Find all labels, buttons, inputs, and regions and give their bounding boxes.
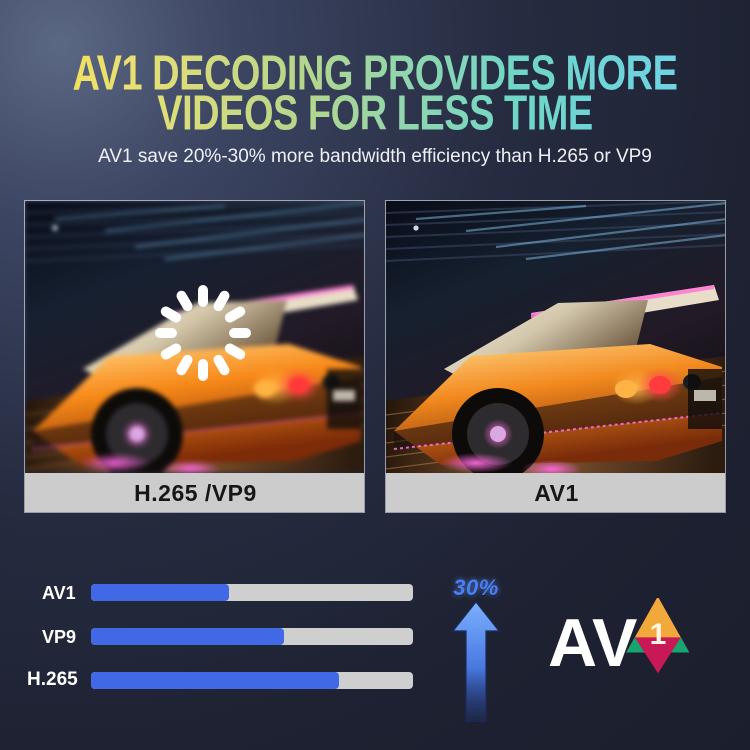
svg-text:1: 1 — [650, 618, 667, 651]
svg-text:AV: AV — [548, 605, 637, 681]
